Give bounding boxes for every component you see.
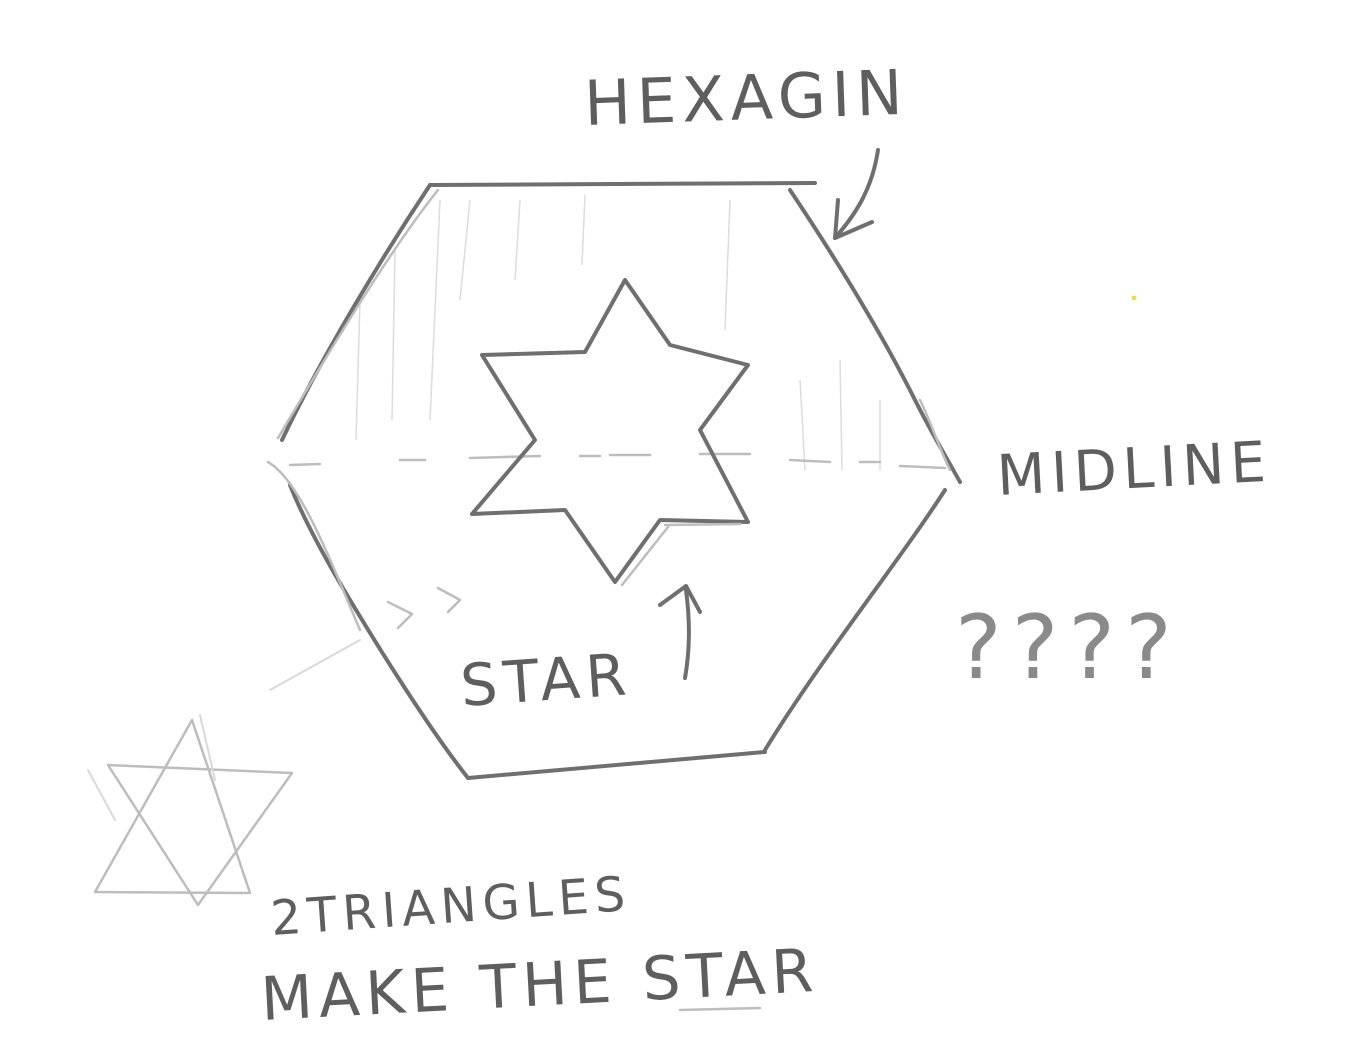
midline-label: MIDLINE	[995, 430, 1273, 509]
triangles-label-line1: 2TRIANGLES	[269, 866, 633, 947]
hexagon-left-doubled-edge	[266, 188, 440, 632]
hexagon-arrow	[833, 148, 880, 240]
star-arrow	[658, 584, 702, 680]
midline-right-tick	[918, 398, 952, 472]
construction-line	[269, 639, 361, 691]
hexagon-shape	[280, 181, 962, 780]
midline-dashes	[288, 452, 947, 470]
small-triangle-star	[87, 714, 294, 907]
yellow-dot	[1131, 295, 1137, 301]
triangles-label-line2: MAKE THE STAR	[259, 936, 821, 1035]
question-marks: ????	[955, 596, 1182, 699]
star-label: STAR	[458, 640, 634, 720]
star-shape	[470, 278, 750, 584]
hexagon-label: HEXAGIN	[583, 56, 910, 140]
star-bottom-doubled-edge	[620, 522, 742, 587]
chevron-marks	[386, 586, 462, 630]
hexagon-shading	[355, 194, 881, 471]
star-word-underline	[678, 1006, 762, 1012]
